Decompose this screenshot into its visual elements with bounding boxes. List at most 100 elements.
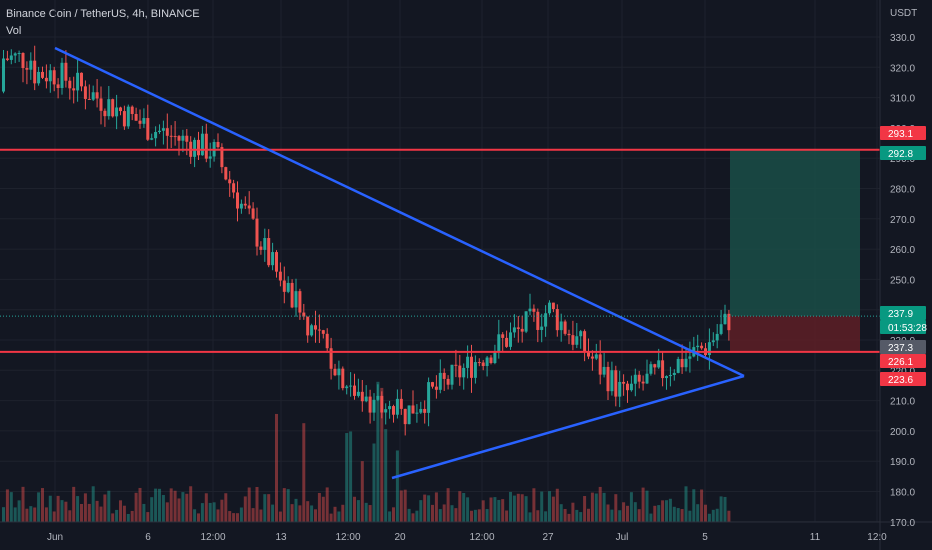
volume-bar: [259, 509, 263, 522]
volume-bar: [107, 490, 111, 522]
candle-body: [715, 333, 719, 341]
volume-bar: [72, 486, 76, 522]
candle-body: [520, 328, 524, 332]
candle-body: [388, 406, 392, 410]
candle-body: [614, 370, 618, 397]
candle-body: [434, 386, 438, 390]
candle-body: [509, 332, 512, 347]
candle-body: [707, 342, 711, 356]
candle-body: [481, 362, 485, 367]
candle-body: [610, 370, 614, 392]
volume-bar: [13, 507, 17, 522]
volume-bar: [111, 513, 115, 522]
x-tick-label: 27: [542, 532, 554, 543]
candle-body: [466, 356, 470, 368]
price-tag-label: 223.6: [888, 375, 913, 386]
candle-body: [633, 374, 637, 384]
x-tick-label: 5: [702, 532, 708, 543]
price-tag-label: 237.3: [888, 343, 913, 354]
candle-body: [512, 327, 516, 333]
price-tag-label: 292.8: [888, 149, 913, 160]
volume-bar: [563, 508, 567, 522]
volume-bar: [60, 500, 64, 522]
candle-body: [83, 86, 87, 99]
candle-body: [360, 391, 364, 402]
candle-body: [598, 354, 602, 375]
candle-body: [115, 107, 119, 117]
x-tick-label: 20: [394, 532, 406, 543]
volume-bar: [684, 486, 688, 522]
candle-body: [239, 203, 243, 209]
volume-bar: [567, 513, 571, 522]
volume-bar: [395, 450, 399, 522]
volume-bar: [466, 497, 470, 522]
x-tick-label: Jun: [47, 532, 63, 543]
volume-bar: [41, 488, 44, 522]
volume-indicator-label[interactable]: Vol: [6, 25, 22, 37]
candle-body: [17, 52, 21, 54]
candle-body: [657, 360, 661, 368]
candle-body: [111, 99, 115, 117]
y-tick-label: 250.0: [890, 275, 915, 286]
candle-body: [559, 321, 563, 331]
candle-body: [676, 358, 680, 373]
candle-body: [653, 364, 657, 368]
volume-bar: [680, 509, 684, 522]
candle-body: [395, 398, 399, 415]
candle-body: [165, 128, 169, 136]
candle-body: [516, 327, 520, 329]
candle-body: [271, 252, 275, 266]
volume-bar: [579, 512, 583, 522]
volume-bar: [403, 489, 407, 522]
candle-body: [99, 98, 103, 111]
price-tag: [880, 146, 926, 160]
candle-body: [661, 360, 665, 379]
candle-body: [337, 368, 341, 376]
x-tick-label: 12:00: [469, 532, 494, 543]
volume-bar: [665, 500, 668, 522]
price-tag: [880, 372, 926, 386]
volume-bar: [5, 489, 9, 522]
price-tag: [880, 320, 926, 334]
candle-body: [126, 106, 130, 127]
candle-body: [532, 308, 536, 312]
candle-body: [454, 364, 458, 366]
volume-bar: [37, 492, 41, 522]
volume-bar: [185, 493, 189, 522]
candle-body: [29, 60, 33, 70]
volume-bar: [415, 510, 419, 522]
volume-bar: [610, 509, 614, 522]
candle-body: [329, 348, 333, 369]
candle-body: [641, 381, 645, 384]
volume-bar: [524, 496, 528, 522]
volume-bar: [618, 510, 622, 522]
candle-body: [52, 70, 56, 85]
trendline: [391, 374, 745, 480]
candle-body: [345, 386, 349, 389]
candle-body: [298, 291, 302, 313]
volume-bar: [290, 504, 294, 522]
volume-bar: [317, 492, 321, 522]
volume-bar: [197, 513, 200, 522]
volume-bar: [200, 503, 204, 522]
volume-bar: [130, 510, 134, 522]
candle-body: [325, 333, 329, 349]
candle-body: [158, 130, 161, 133]
volume-bar: [512, 495, 516, 522]
volume-bar: [536, 510, 540, 522]
candle-body: [446, 378, 450, 385]
candle-body: [438, 372, 442, 390]
candle-body: [216, 141, 220, 148]
volume-bar: [411, 513, 415, 522]
candle-body: [119, 107, 122, 112]
price-tag-label: 237.9: [888, 309, 913, 320]
candle-body: [384, 409, 388, 413]
candle-body: [150, 138, 154, 140]
stop-zone: [730, 316, 860, 352]
volume-bar: [392, 507, 395, 522]
candle-body: [680, 358, 684, 368]
volume-bar: [150, 497, 154, 522]
candle-body: [103, 110, 107, 117]
volume-bar: [220, 499, 224, 522]
